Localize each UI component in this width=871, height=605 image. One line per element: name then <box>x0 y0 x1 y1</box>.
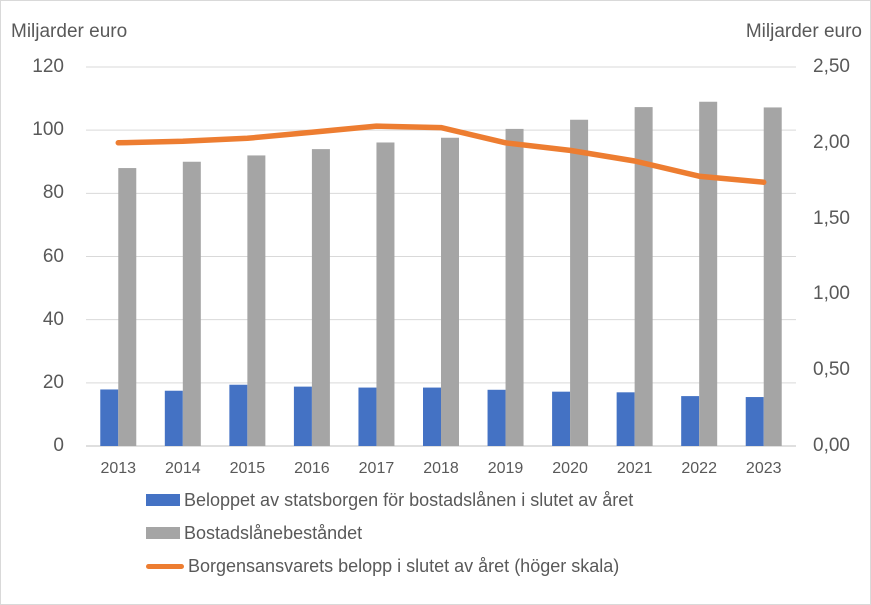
legend-swatch-blue-bar-icon <box>146 494 180 506</box>
x-axis-tick-label: 2014 <box>165 460 201 477</box>
bar-bostadslanebestandet-2022 <box>699 101 718 446</box>
secondary-y-axis-tick-label: 0,50 <box>813 359 850 381</box>
bar-bostadslanebestandet-2021 <box>634 107 653 446</box>
secondary-y-axis-tick-label: 0,00 <box>813 435 850 456</box>
bar-statsborgen-2014 <box>164 390 183 446</box>
x-axis-tick-label: 2022 <box>681 460 717 477</box>
right-axis-title: Miljarder euro <box>745 21 862 42</box>
y-axis-tick-label: 120 <box>32 56 64 77</box>
bar-bostadslanebestandet-2015 <box>247 155 266 446</box>
y-axis-tick-label: 40 <box>42 308 64 330</box>
y-axis-tick-label: 60 <box>42 245 64 267</box>
legend-item-bostadslanebestandet: Bostadslånebeståndet <box>146 521 633 545</box>
bar-bostadslanebestandet-2017 <box>376 142 395 446</box>
y-axis-tick-label: 0 <box>53 435 64 456</box>
secondary-y-axis-tick-label: 2,50 <box>813 56 850 77</box>
bar-statsborgen-2016 <box>293 386 312 446</box>
bar-bostadslanebestandet-2016 <box>311 149 330 446</box>
legend-label: Bostadslånebeståndet <box>184 522 363 543</box>
x-axis-tick-label: 2019 <box>487 460 524 477</box>
legend-label: Beloppet av statsborgen för bostadslånen… <box>184 489 634 510</box>
x-axis-tick-label: 2023 <box>745 460 782 477</box>
line-borgensansvar <box>115 123 767 185</box>
legend-swatch-orange-line-icon <box>146 563 184 569</box>
bar-bostadslanebestandet-2019 <box>505 128 524 447</box>
secondary-y-axis-tick-label: 1,50 <box>813 207 850 229</box>
bar-statsborgen-2021 <box>616 392 635 446</box>
x-axis-tick-label: 2017 <box>358 460 395 477</box>
secondary-y-axis-tick-label: 2,00 <box>813 131 850 153</box>
x-axis-tick-label: 2020 <box>552 460 588 477</box>
bar-bostadslanebestandet-2013 <box>118 168 137 447</box>
y-axis-tick-label: 80 <box>42 182 64 204</box>
y-axis-tick-label: 20 <box>42 371 64 393</box>
bar-statsborgen-2020 <box>552 391 571 446</box>
bar-statsborgen-2023 <box>745 397 764 446</box>
left-axis-title: Miljarder euro <box>11 21 128 42</box>
bar-statsborgen-2022 <box>681 396 700 446</box>
x-axis-tick-label: 2021 <box>616 460 653 477</box>
y-axis-tick-label: 100 <box>32 119 64 141</box>
legend-item-statsborgen: Beloppet av statsborgen för bostadslånen… <box>146 488 633 512</box>
legend-swatch-gray-bar-icon <box>146 527 180 539</box>
bar-statsborgen-2017 <box>358 387 377 446</box>
x-axis-tick-label: 2013 <box>100 460 137 477</box>
secondary-y-axis-tick-label: 1,00 <box>813 283 850 305</box>
x-axis-tick-label: 2018 <box>423 460 459 477</box>
bar-statsborgen-2013 <box>100 389 119 446</box>
bar-bostadslanebestandet-2020 <box>570 119 589 446</box>
x-axis-tick-label: 2015 <box>229 460 266 477</box>
bar-bostadslanebestandet-2018 <box>441 137 459 446</box>
legend-label: Borgensansvarets belopp i slutet av året… <box>188 555 620 576</box>
bar-bostadslanebestandet-2023 <box>763 107 782 446</box>
bar-statsborgen-2019 <box>487 389 506 446</box>
bar-statsborgen-2015 <box>229 384 248 446</box>
x-axis-tick-label: 2016 <box>294 460 330 477</box>
legend: Beloppet av statsborgen för bostadslånen… <box>146 488 633 578</box>
bar-statsborgen-2018 <box>423 387 441 446</box>
bar-bostadslanebestandet-2014 <box>182 161 201 446</box>
legend-item-borgensansvar: Borgensansvarets belopp i slutet av året… <box>146 554 633 578</box>
